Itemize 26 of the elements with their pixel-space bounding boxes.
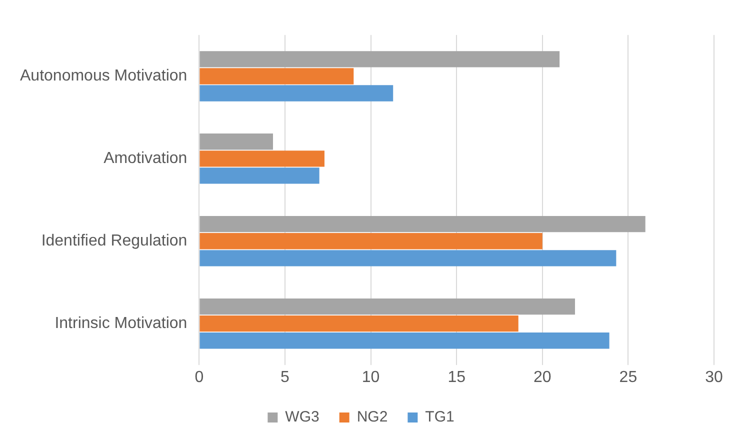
y-tick-label: Autonomous Motivation	[20, 68, 188, 85]
legend-label: NG2	[356, 408, 388, 426]
bar	[200, 332, 610, 349]
bar	[200, 150, 324, 167]
y-tick-label: Amotivation	[104, 150, 188, 168]
x-tick-label: 5	[280, 368, 290, 386]
x-tick-label: 0	[194, 368, 204, 386]
x-tick-label: 30	[705, 368, 723, 386]
y-tick-label: Intrinsic Motivation	[54, 314, 188, 332]
y-tick-label: Identified Regulation	[41, 232, 188, 250]
bar	[200, 298, 576, 315]
bar	[200, 134, 273, 150]
bar	[200, 216, 646, 232]
x-tick-label: 20	[534, 368, 552, 386]
x-tick-label: 10	[362, 368, 380, 386]
bar	[200, 68, 354, 84]
bar	[200, 233, 542, 250]
bar	[200, 250, 616, 266]
x-tick-label: 25	[619, 368, 638, 386]
bar	[200, 51, 560, 68]
bar	[200, 85, 394, 102]
legend-label: TG1	[425, 408, 454, 426]
x-tick-label: 15	[448, 368, 466, 386]
bar	[200, 315, 518, 332]
bar	[200, 168, 320, 184]
legend-label: WG3	[285, 408, 320, 426]
